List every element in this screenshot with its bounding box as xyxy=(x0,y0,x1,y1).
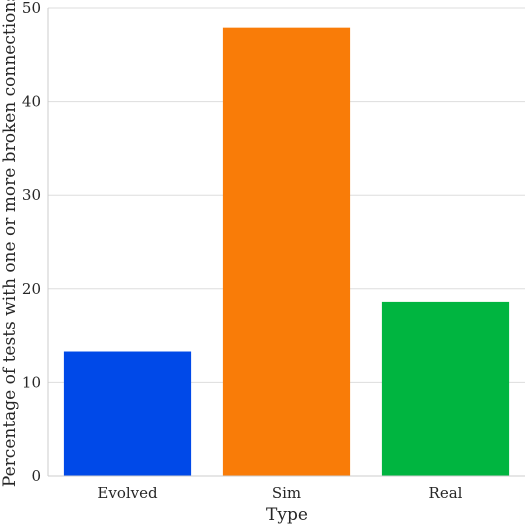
x-axis-label: Type xyxy=(266,505,308,525)
bar-real xyxy=(381,301,510,476)
bars xyxy=(63,27,510,476)
y-tick-label: 40 xyxy=(22,93,41,111)
y-tick-label: 10 xyxy=(22,373,41,391)
x-tick-labels: Evolved Sim Real xyxy=(97,484,462,502)
axes xyxy=(47,8,525,477)
y-tick-label: 50 xyxy=(22,0,41,17)
y-tick-label: 0 xyxy=(31,467,41,485)
x-tick-label: Sim xyxy=(272,484,301,502)
y-tick-label: 30 xyxy=(22,186,41,204)
y-tick-labels: 0 10 20 30 40 50 xyxy=(22,0,41,485)
y-axis-label: Percentage of tests with one or more bro… xyxy=(0,0,20,487)
x-tick-label: Real xyxy=(429,484,463,502)
x-tick-label: Evolved xyxy=(97,484,158,502)
bar-sim xyxy=(222,27,351,476)
y-tick-label: 20 xyxy=(22,280,41,298)
bar-evolved xyxy=(63,351,192,476)
